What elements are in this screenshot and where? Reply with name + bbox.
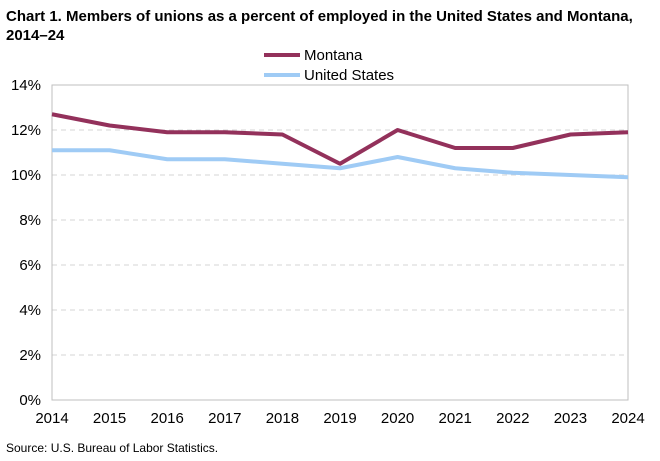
series-line-montana xyxy=(51,112,629,166)
y-tick-label: 12% xyxy=(11,122,41,139)
y-tick-label: 2% xyxy=(19,347,41,364)
y-tick-label: 10% xyxy=(11,167,41,184)
y-tick-label: 14% xyxy=(11,77,41,94)
x-tick-label: 2022 xyxy=(496,410,529,427)
series-line-united-states xyxy=(52,148,629,180)
x-tick-label: 2021 xyxy=(439,410,472,427)
plot-area-border xyxy=(51,84,629,401)
x-tick-label: 2017 xyxy=(208,410,241,427)
y-tick-label: 6% xyxy=(19,257,41,274)
chart-title: Chart 1. Members of unions as a percent … xyxy=(6,8,633,44)
legend-label-montana: Montana xyxy=(304,47,363,64)
x-tick-label: 2020 xyxy=(381,410,414,427)
x-tick-label: 2023 xyxy=(554,410,587,427)
y-tick-label: 4% xyxy=(19,302,41,319)
y-tick-label: 0% xyxy=(19,392,41,409)
x-tick-label: 2014 xyxy=(35,410,68,427)
x-tick-label: 2016 xyxy=(151,410,184,427)
x-tick-label: 2024 xyxy=(611,410,644,427)
source-note: Source: U.S. Bureau of Labor Statistics. xyxy=(6,441,219,455)
y-tick-label: 8% xyxy=(19,212,41,229)
x-tick-label: 2015 xyxy=(93,410,126,427)
x-tick-label: 2019 xyxy=(323,410,356,427)
x-tick-label: 2018 xyxy=(266,410,299,427)
legend-label-united-states: United States xyxy=(304,67,394,84)
